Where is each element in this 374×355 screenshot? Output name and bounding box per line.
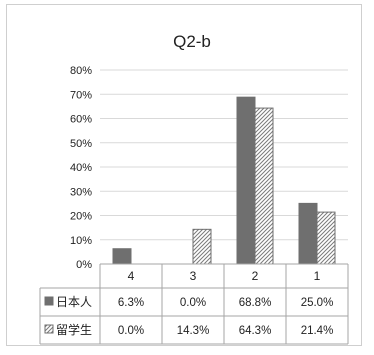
data-table: 4 3 2 1 日本人 6.3% 0.0% 68.8% 25.0% 留学生 0.0% 14.3% 64.… [39, 263, 349, 345]
data-label: 21.4% [301, 325, 334, 337]
y-axis-ticks: 0% 10% 20% 30% 40% 50% 60% 70% 80% [70, 65, 92, 271]
y-tick-label: 10% [70, 235, 92, 247]
y-tick-label: 50% [70, 138, 92, 150]
data-label: 25.0% [301, 297, 334, 309]
bar-series2 [254, 107, 274, 265]
x-tick-label: 2 [252, 269, 259, 283]
legend-key-series1 [44, 296, 54, 306]
y-tick-label: 70% [70, 89, 92, 101]
y-tick-label: 30% [70, 186, 92, 198]
data-label: 68.8% [239, 297, 272, 309]
legend-key-series2 [44, 324, 54, 334]
y-tick-label: 60% [70, 114, 92, 126]
bar-series2 [316, 211, 336, 265]
y-tick-label: 20% [70, 211, 92, 223]
chart-title: Q2-b [173, 32, 211, 51]
bar-series1 [112, 248, 132, 265]
bar-series2 [192, 228, 212, 265]
data-label: 14.3% [177, 325, 210, 337]
data-label: 6.3% [118, 297, 144, 309]
chart-frame [6, 4, 362, 346]
bar-series1 [298, 202, 318, 265]
y-tick-label: 0% [76, 259, 92, 271]
y-tick-label: 40% [70, 162, 92, 174]
x-tick-label: 3 [190, 269, 197, 283]
bar-series1 [236, 96, 256, 265]
legend-label: 日本人 [56, 295, 92, 309]
legend-label: 留学生 [56, 322, 92, 337]
data-label: 0.0% [180, 297, 206, 309]
x-tick-label: 1 [314, 269, 321, 283]
data-label: 0.0% [118, 325, 144, 337]
bars [112, 96, 336, 265]
data-label: 64.3% [239, 325, 272, 337]
x-tick-label: 4 [128, 269, 135, 283]
y-tick-label: 80% [70, 65, 92, 77]
